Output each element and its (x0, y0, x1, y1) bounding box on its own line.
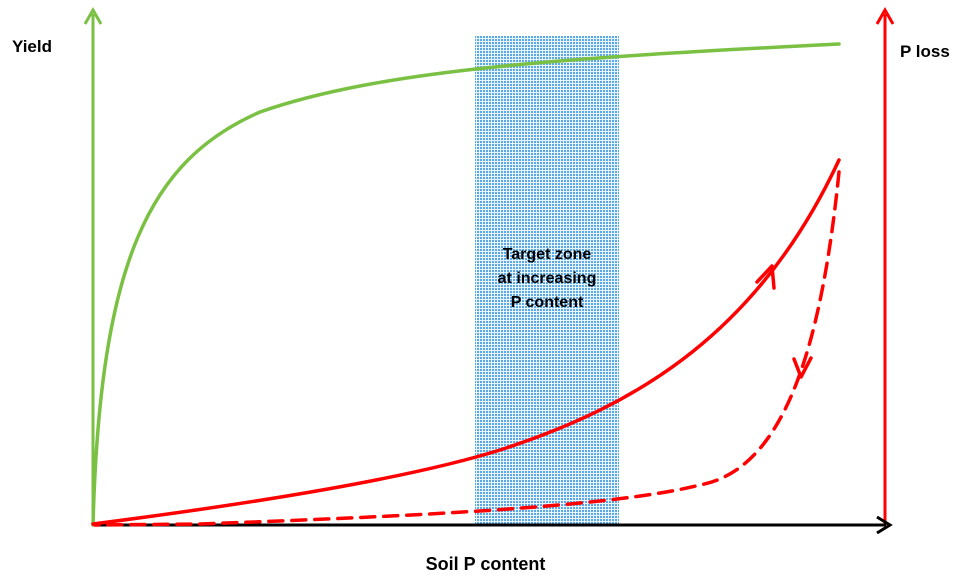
p-loss-axis (875, 6, 895, 525)
up-arrowhead (755, 264, 776, 290)
target-zone-line-1: Target zone (502, 246, 592, 263)
yield-curve (91, 42, 841, 527)
yield-axis-label: Yield (12, 37, 52, 56)
down-arrowhead (792, 356, 813, 379)
target-zone-label: Target zone at increasing P content (475, 243, 619, 315)
p-loss-axis-label: P loss (900, 42, 950, 61)
p-loss-decreasing-curve (93, 170, 841, 527)
target-zone-line-2: at increasing (497, 270, 597, 287)
p-loss-increasing-curve (91, 158, 841, 526)
soil-p-axis-label: Soil P content (425, 554, 546, 574)
yield-axis (83, 6, 103, 525)
target-zone-line-3: P content (510, 294, 584, 311)
target-zone-band (475, 36, 619, 526)
soil-p-axis (93, 515, 893, 535)
